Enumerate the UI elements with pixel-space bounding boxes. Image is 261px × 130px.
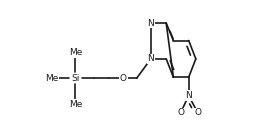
Text: O: O xyxy=(120,74,127,83)
Text: Me: Me xyxy=(69,100,82,109)
Text: N: N xyxy=(147,19,154,28)
Text: Me: Me xyxy=(69,48,82,57)
Text: Me: Me xyxy=(45,74,58,83)
Text: Si: Si xyxy=(71,74,80,83)
Text: O: O xyxy=(177,108,184,118)
Text: N: N xyxy=(147,54,154,63)
Text: N: N xyxy=(185,91,192,100)
Text: O: O xyxy=(194,108,201,118)
